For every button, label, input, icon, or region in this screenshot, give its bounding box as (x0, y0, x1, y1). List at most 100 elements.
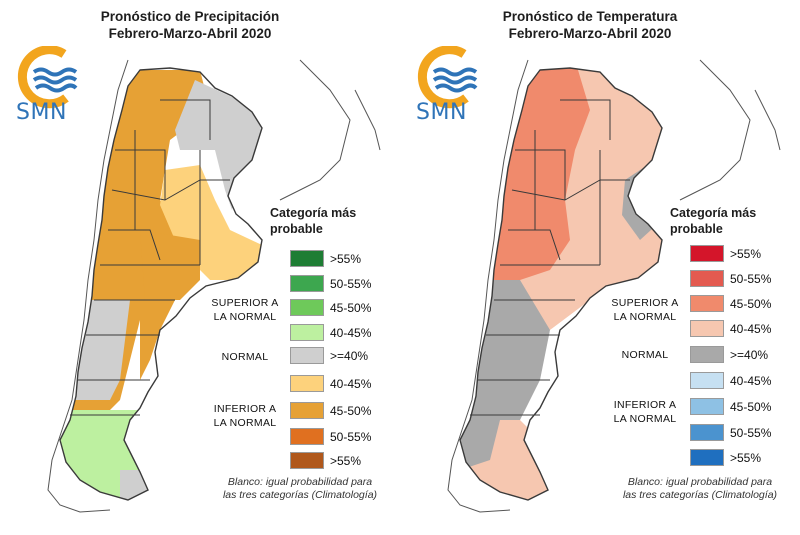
precipitation-title-line2: Febrero-Marzo-Abril 2020 (108, 26, 272, 41)
legend-swatch (690, 295, 724, 312)
precipitation-panel: Pronóstico de Precipitación Febrero-Marz… (16, 8, 400, 513)
precipitation-legend-item: >55% (290, 452, 390, 469)
legend-label: 45-50% (730, 399, 772, 414)
precipitation-note-line1: Blanco: igual probabilidad para (227, 476, 373, 488)
temperature-inferior-label: INFERIOR A LA NORMAL (605, 398, 685, 426)
temperature-superior-label: SUPERIOR A LA NORMAL (605, 296, 685, 324)
precipitation-note-line2: las tres categorías (Climatología) (222, 489, 378, 501)
legend-swatch (290, 347, 324, 364)
precipitation-superior-line2: LA NORMAL (213, 311, 277, 323)
province-borders (470, 99, 630, 416)
precipitation-title-line1: Pronóstico de Precipitación (100, 9, 280, 24)
legend-swatch (290, 299, 324, 316)
precipitation-legend-item: 40-45% (290, 324, 390, 341)
legend-swatch (290, 428, 324, 445)
temperature-legend-title-line1: Categoría más (670, 206, 757, 220)
temperature-superior-line1: SUPERIOR A (611, 297, 679, 309)
temperature-panel: Pronóstico de Temperatura Febrero-Marzo-… (400, 0, 800, 535)
northeast-coast (679, 59, 751, 201)
legend-swatch (690, 398, 724, 415)
temperature-inferior-line1: INFERIOR A (613, 399, 677, 411)
precipitation-legend-item: 40-45% (290, 375, 390, 392)
precipitation-legend-title: Categoría más probable (270, 205, 380, 237)
precipitation-title: Pronóstico de Precipitación Febrero-Marz… (60, 8, 320, 42)
temperature-note-line1: Blanco: igual probabilidad para (627, 476, 773, 488)
temperature-legend-item: 40-45% (690, 372, 790, 389)
legend-label: >55% (330, 251, 362, 266)
temperature-legend-item: 50-55% (690, 424, 790, 441)
temperature-map (447, 59, 781, 513)
east-coast-line (354, 89, 381, 151)
precipitation-inferior-line1: INFERIOR A (213, 403, 277, 415)
precipitation-superior-line1: SUPERIOR A (211, 297, 279, 309)
northeast-coast (279, 59, 351, 201)
legend-label: 50-55% (330, 429, 372, 444)
temperature-legend-item: 45-50% (690, 398, 790, 415)
legend-label: 45-50% (730, 296, 772, 311)
smn-logo-text: SMN (16, 100, 67, 125)
precipitation-legend-title-line1: Categoría más (270, 206, 357, 220)
precipitation-inferior-label: INFERIOR A LA NORMAL (205, 402, 285, 430)
legend-swatch (290, 402, 324, 419)
province-borders (70, 99, 230, 416)
temperature-climatology-note: Blanco: igual probabilidad para las tres… (600, 476, 800, 502)
temperature-legend-item: >55% (690, 245, 790, 262)
temperature-legend-item: 40-45% (690, 320, 790, 337)
temperature-inferior-line2: LA NORMAL (613, 413, 677, 425)
precipitation-inferior-line2: LA NORMAL (213, 417, 277, 429)
chile-coast (447, 59, 529, 513)
east-coast-line (754, 89, 781, 151)
legend-label: >55% (730, 450, 762, 465)
precipitation-climatology-note: Blanco: igual probabilidad para las tres… (200, 476, 400, 502)
legend-swatch (690, 270, 724, 287)
argentina-outline (459, 67, 663, 501)
smn-logo-icon (17, 46, 78, 109)
legend-label: 40-45% (730, 373, 772, 388)
legend-label: >=40% (330, 348, 369, 363)
temperature-legend-item: 50-55% (690, 270, 790, 287)
legend-label: 50-55% (730, 425, 772, 440)
legend-label: >=40% (730, 347, 769, 362)
legend-swatch (690, 449, 724, 466)
legend-swatch (690, 346, 724, 363)
legend-swatch (690, 245, 724, 262)
legend-swatch (690, 320, 724, 337)
precipitation-map (47, 59, 381, 513)
temperature-superior-line2: LA NORMAL (613, 311, 677, 323)
temperature-legend-title: Categoría más probable (670, 205, 780, 237)
temperature-normal-label: NORMAL (621, 349, 669, 361)
smn-logo-icon (417, 46, 478, 109)
legend-swatch (290, 250, 324, 267)
precipitation-legend-item: >55% (290, 250, 390, 267)
temperature-legend-item: 45-50% (690, 295, 790, 312)
legend-label: 40-45% (330, 325, 372, 340)
legend-label: 50-55% (730, 271, 772, 286)
legend-swatch (290, 275, 324, 292)
legend-label: 45-50% (330, 300, 372, 315)
legend-label: 40-45% (730, 321, 772, 336)
precipitation-superior-label: SUPERIOR A LA NORMAL (205, 296, 285, 324)
smn-logo-text: SMN (416, 100, 467, 125)
legend-label: 50-55% (330, 276, 372, 291)
precipitation-legend-item: >=40% (290, 347, 390, 364)
legend-label: >55% (330, 453, 362, 468)
legend-swatch (290, 452, 324, 469)
precipitation-legend-item: 50-55% (290, 428, 390, 445)
temperature-legend-title-line2: probable (670, 222, 723, 236)
legend-swatch (290, 324, 324, 341)
precipitation-legend-title-line2: probable (270, 222, 323, 236)
precipitation-legend-item: 45-50% (290, 299, 390, 316)
legend-swatch (290, 375, 324, 392)
legend-label: 45-50% (330, 403, 372, 418)
argentina-outline (59, 67, 263, 501)
precipitation-legend-item: 50-55% (290, 275, 390, 292)
precipitation-normal-label: NORMAL (221, 351, 269, 363)
temperature-legend-item: >55% (690, 449, 790, 466)
temperature-title-line2: Febrero-Marzo-Abril 2020 (508, 26, 672, 41)
temperature-legend-item: >=40% (690, 346, 790, 363)
temperature-note-line2: las tres categorías (Climatología) (622, 489, 778, 501)
precipitation-legend-item: 45-50% (290, 402, 390, 419)
legend-label: 40-45% (330, 376, 372, 391)
temperature-title-line1: Pronóstico de Temperatura (502, 9, 678, 24)
temperature-title: Pronóstico de Temperatura Febrero-Marzo-… (460, 8, 720, 42)
